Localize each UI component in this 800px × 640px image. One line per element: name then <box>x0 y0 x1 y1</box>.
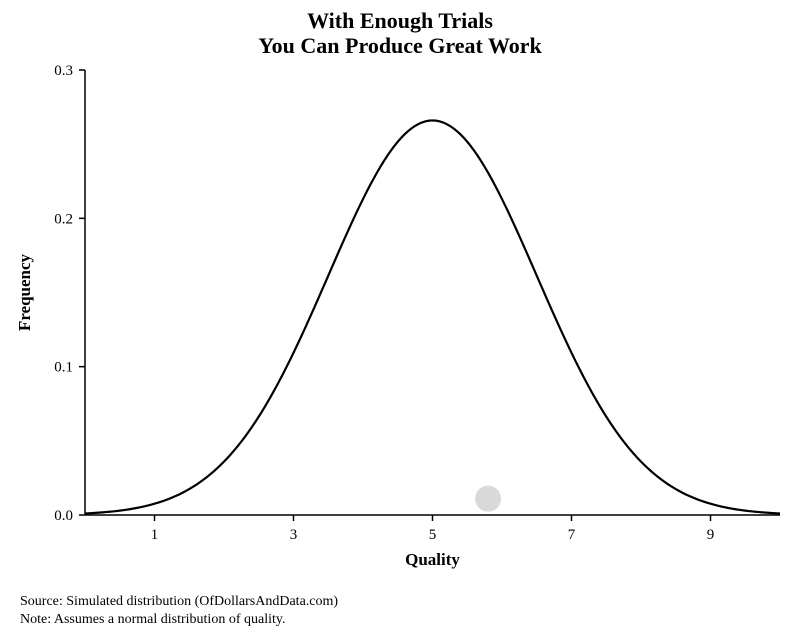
y-tick-label: 0.2 <box>54 211 73 227</box>
x-tick-label: 3 <box>290 527 298 543</box>
x-tick-label: 5 <box>429 527 437 543</box>
y-tick-label: 0.0 <box>54 508 73 524</box>
x-axis-title: Quality <box>405 550 460 569</box>
y-tick-label: 0.3 <box>54 63 73 79</box>
sample-marker <box>475 486 501 512</box>
y-tick-label: 0.1 <box>54 360 73 376</box>
footnote-source: Source: Simulated distribution (OfDollar… <box>20 594 338 610</box>
x-tick-label: 7 <box>568 527 576 543</box>
x-tick-label: 1 <box>151 527 159 543</box>
footnote-note: Note: Assumes a normal distribution of q… <box>20 612 285 628</box>
plot-area: 0.0 0.1 0.2 0.3 1 3 5 7 9 Quality Frequency <box>0 0 800 640</box>
distribution-curve <box>85 120 780 513</box>
y-axis-title: Frequency <box>15 253 34 331</box>
x-tick-label: 9 <box>707 527 715 543</box>
